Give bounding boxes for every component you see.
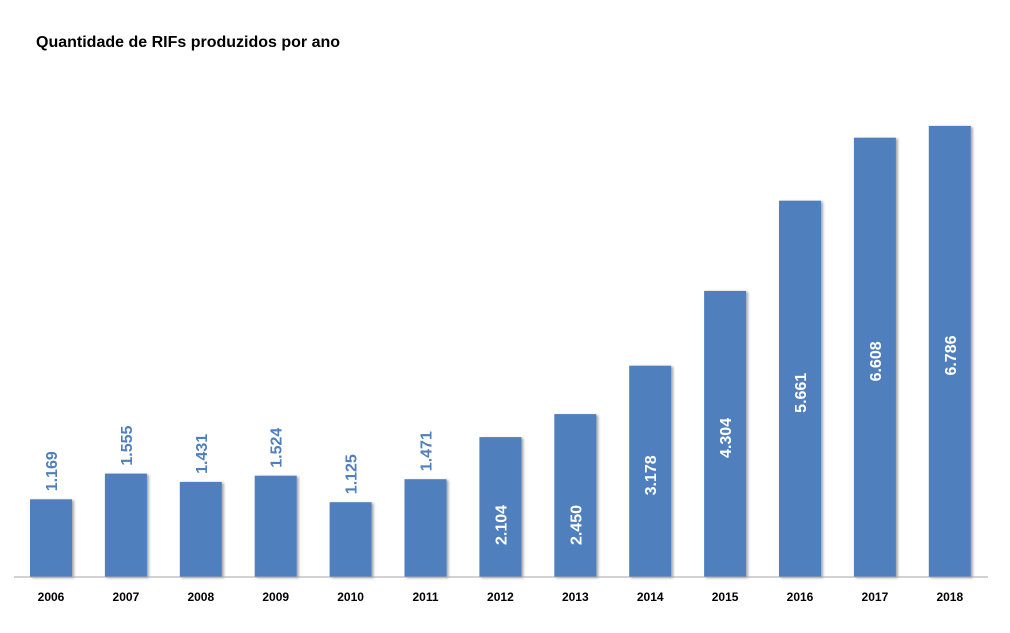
data-label-2010: 1.125 bbox=[344, 454, 361, 494]
labels-layer: 1.169 1.555 1.431 1.524 1.125 1.471 2.104 2.450… bbox=[44, 335, 960, 545]
data-label-2017: 6.608 bbox=[868, 341, 885, 381]
data-label-2014: 3.178 bbox=[643, 455, 660, 495]
bar-2008 bbox=[179, 481, 222, 577]
x-tick-label-2006: 2006 bbox=[38, 590, 65, 604]
bar-2016 bbox=[779, 200, 821, 577]
bar-2011 bbox=[404, 479, 447, 577]
data-label-2012: 2.104 bbox=[493, 505, 510, 545]
data-label-2006: 1.169 bbox=[44, 451, 61, 491]
x-tick-label-2007: 2007 bbox=[113, 590, 140, 604]
x-tick-label-2008: 2008 bbox=[187, 590, 214, 604]
data-label-2009: 1.524 bbox=[269, 428, 286, 468]
x-tick-label-2010: 2010 bbox=[337, 590, 364, 604]
x-tick-label-2012: 2012 bbox=[487, 590, 514, 604]
chart-title: Quantidade de RIFs produzidos por ano bbox=[36, 34, 341, 51]
x-tick-label-2011: 2011 bbox=[412, 590, 438, 604]
bars-layer bbox=[30, 125, 971, 578]
data-label-2016: 5.661 bbox=[793, 373, 810, 413]
bar-2009 bbox=[254, 475, 297, 577]
data-label-2013: 2.450 bbox=[568, 505, 585, 545]
data-label-2015: 4.304 bbox=[718, 418, 735, 458]
data-label-2007: 1.555 bbox=[119, 425, 136, 465]
bar-2017 bbox=[853, 137, 896, 577]
data-label-2008: 1.431 bbox=[194, 434, 211, 474]
bar-2014 bbox=[629, 365, 672, 577]
bar-2006 bbox=[30, 499, 72, 577]
bar-2015 bbox=[704, 290, 747, 577]
data-label-2011: 1.471 bbox=[419, 431, 436, 471]
bar-2018 bbox=[928, 125, 971, 578]
x-tick-label-2017: 2017 bbox=[862, 590, 889, 604]
data-label-2018: 6.786 bbox=[943, 335, 960, 375]
bar-2012 bbox=[479, 437, 522, 577]
x-tick-label-2015: 2015 bbox=[712, 590, 739, 604]
x-tick-labels: 2006 2007 2008 2009 2010 2011 2012 2013 2014 2015… bbox=[38, 590, 964, 604]
x-tick-label-2009: 2009 bbox=[262, 590, 289, 604]
bar-2007 bbox=[104, 473, 147, 577]
x-tick-label-2013: 2013 bbox=[562, 590, 589, 604]
bar-2013 bbox=[554, 414, 597, 577]
bar-2010 bbox=[329, 502, 372, 577]
x-tick-label-2014: 2014 bbox=[637, 590, 664, 604]
x-tick-label-2016: 2016 bbox=[787, 590, 814, 604]
x-tick-label-2018: 2018 bbox=[936, 590, 963, 604]
